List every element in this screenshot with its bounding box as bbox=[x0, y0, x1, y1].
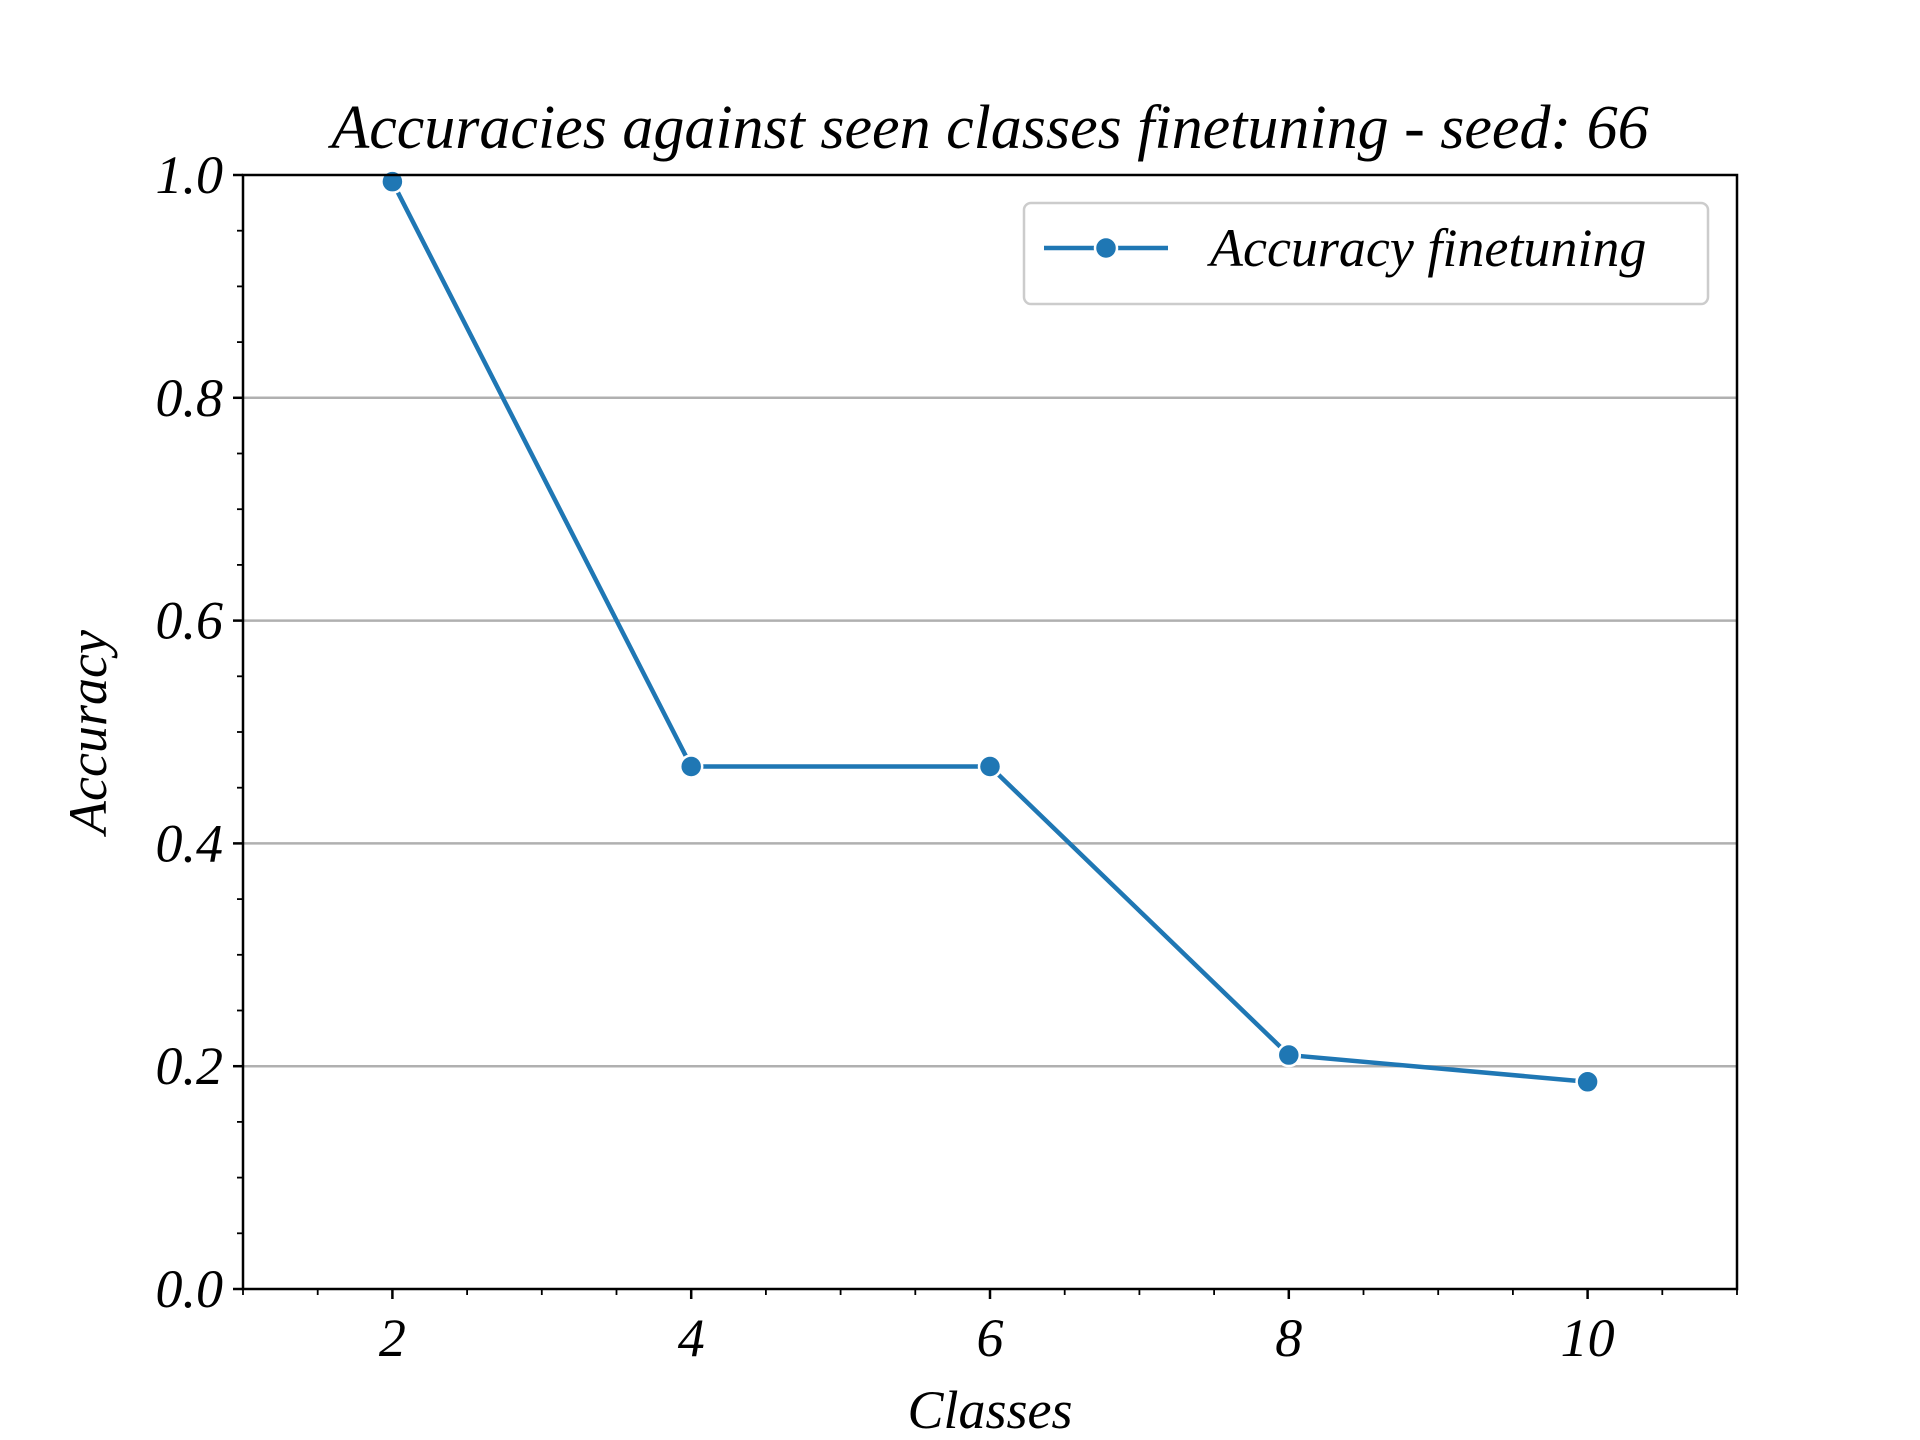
data-point bbox=[1276, 1042, 1302, 1068]
x-tick-label: 10 bbox=[1561, 1308, 1615, 1368]
data-point bbox=[977, 754, 1003, 779]
series-layer bbox=[380, 169, 1600, 1095]
grid-lines bbox=[243, 396, 1737, 1068]
y-tick-label: 0.4 bbox=[156, 813, 224, 873]
data-point bbox=[1575, 1069, 1600, 1095]
y-tick-label: 0.6 bbox=[156, 591, 224, 651]
y-tick-label: 0.8 bbox=[156, 368, 224, 428]
legend-label: Accuracy finetuning bbox=[1207, 218, 1646, 278]
x-tick-label: 2 bbox=[379, 1308, 406, 1368]
axis-ticks: 0.0 0.2 0.4 0.6 0.8 1.0 2 4 6 8 10 bbox=[156, 145, 1738, 1368]
chart-title: Accuracies against seen classes finetuni… bbox=[327, 94, 1648, 162]
y-tick-label: 0.0 bbox=[156, 1259, 224, 1319]
x-tick-label: 4 bbox=[678, 1308, 705, 1368]
y-axis-label: Accuracy bbox=[58, 630, 118, 837]
legend-box bbox=[1022, 201, 1710, 306]
legend: Accuracy finetuning bbox=[1022, 201, 1710, 306]
x-axis-label: Classes bbox=[907, 1380, 1072, 1440]
data-point bbox=[678, 754, 704, 779]
legend-marker-swatch bbox=[1093, 235, 1119, 261]
x-tick-label: 8 bbox=[1275, 1308, 1302, 1368]
y-tick-label: 1.0 bbox=[156, 145, 224, 205]
y-tick-label: 0.2 bbox=[156, 1036, 224, 1096]
x-tick-label: 6 bbox=[977, 1308, 1004, 1368]
